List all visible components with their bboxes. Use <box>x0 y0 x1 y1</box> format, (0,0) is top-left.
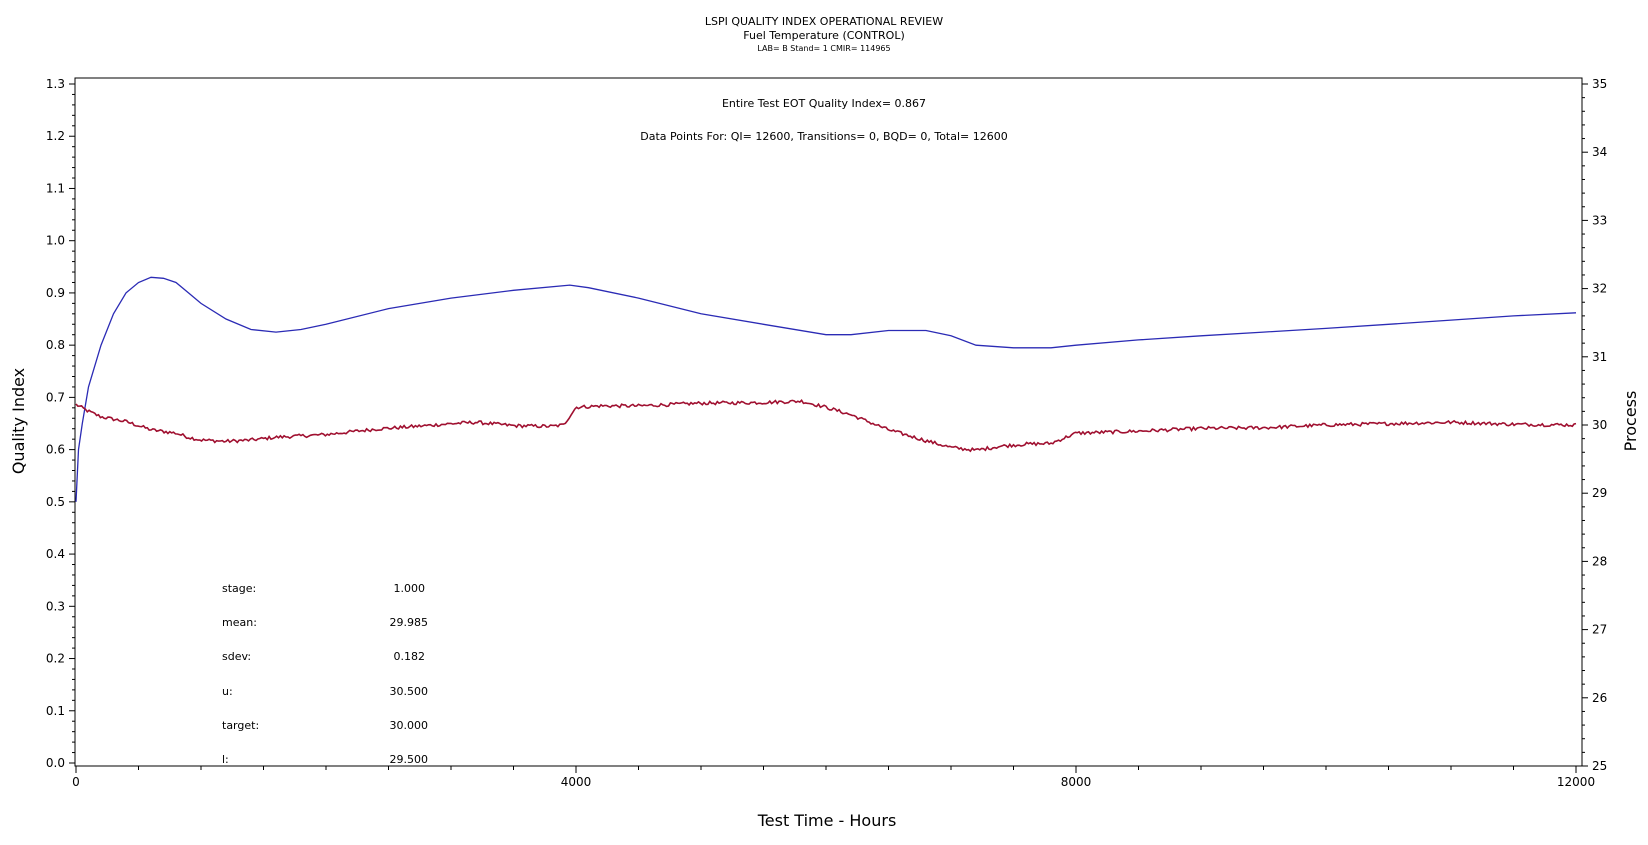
right-tick-label: 25 <box>1592 759 1607 773</box>
left-tick-label: 1.0 <box>46 234 65 248</box>
right-axis-ticks: 25 26 27 28 29 30 31 32 33 34 35 <box>1582 77 1607 773</box>
y-axis-right-label: Process <box>1621 391 1640 452</box>
right-tick-label: 29 <box>1592 486 1607 500</box>
stat-value-target: 30.000 <box>390 719 429 732</box>
stat-value-sdev: 0.182 <box>394 650 426 663</box>
stat-label-sdev: sdev: <box>222 650 251 663</box>
stat-label-mean: mean: <box>222 616 257 629</box>
plot-frame <box>74 77 1583 767</box>
right-tick-label: 33 <box>1592 213 1607 227</box>
right-tick-label: 35 <box>1592 77 1607 91</box>
left-tick-label: 0.8 <box>46 338 65 352</box>
left-tick-label: 0.0 <box>46 756 65 770</box>
left-tick-label: 0.5 <box>46 495 65 509</box>
left-tick-label: 0.6 <box>46 443 65 457</box>
stat-value-stage: 1.000 <box>394 582 426 595</box>
right-tick-label: 30 <box>1592 418 1607 432</box>
y-axis-left-label: Quality Index <box>9 368 28 474</box>
eot-quality-index-note: Entire Test EOT Quality Index= 0.867 <box>722 97 926 110</box>
right-tick-label: 31 <box>1592 350 1607 364</box>
x-axis-label: Test Time - Hours <box>757 811 897 830</box>
x-tick-label: 12000 <box>1557 775 1595 789</box>
stats-block: stage: 1.000 mean: 29.985 sdev: 0.182 u:… <box>222 582 428 766</box>
quality-index-line <box>75 276 1577 502</box>
left-tick-label: 1.1 <box>46 181 65 195</box>
right-tick-label: 26 <box>1592 691 1607 705</box>
x-tick-label: 0 <box>72 775 80 789</box>
left-tick-label: 0.7 <box>46 390 65 404</box>
chart-title: LSPI QUALITY INDEX OPERATIONAL REVIEW <box>705 15 943 28</box>
right-tick-label: 34 <box>1592 145 1607 159</box>
left-tick-label: 0.2 <box>46 652 65 666</box>
chart-subtitle: Fuel Temperature (CONTROL) <box>743 29 905 42</box>
process-line <box>75 399 1577 453</box>
left-axis-ticks: 0.0 0.1 0.2 0.3 0.4 0.5 0.6 0.7 0.8 0.9 1.0 1.1 1.2 1… <box>46 77 75 770</box>
stat-value-mean: 29.985 <box>390 616 429 629</box>
left-tick-label: 0.3 <box>46 599 65 613</box>
x-tick-label: 8000 <box>1061 775 1092 789</box>
stat-value-l: 29.500 <box>390 753 429 766</box>
stat-label-stage: stage: <box>222 582 256 595</box>
x-tick-label: 4000 <box>561 775 592 789</box>
stat-value-u: 30.500 <box>390 685 429 698</box>
stat-label-l: l: <box>222 753 229 766</box>
stat-label-target: target: <box>222 719 259 732</box>
left-tick-label: 0.1 <box>46 704 65 718</box>
right-tick-label: 28 <box>1592 554 1607 568</box>
data-points-note: Data Points For: QI= 12600, Transitions=… <box>640 130 1008 143</box>
left-tick-label: 0.4 <box>46 547 65 561</box>
left-tick-label: 1.3 <box>46 77 65 91</box>
stat-label-u: u: <box>222 685 233 698</box>
right-tick-label: 32 <box>1592 282 1607 296</box>
right-tick-label: 27 <box>1592 623 1607 637</box>
x-axis-ticks: 0 4000 8000 12000 <box>72 766 1595 789</box>
left-tick-label: 0.9 <box>46 286 65 300</box>
chart-meta: LAB= B Stand= 1 CMIR= 114965 <box>757 44 890 53</box>
left-tick-label: 1.2 <box>46 129 65 143</box>
